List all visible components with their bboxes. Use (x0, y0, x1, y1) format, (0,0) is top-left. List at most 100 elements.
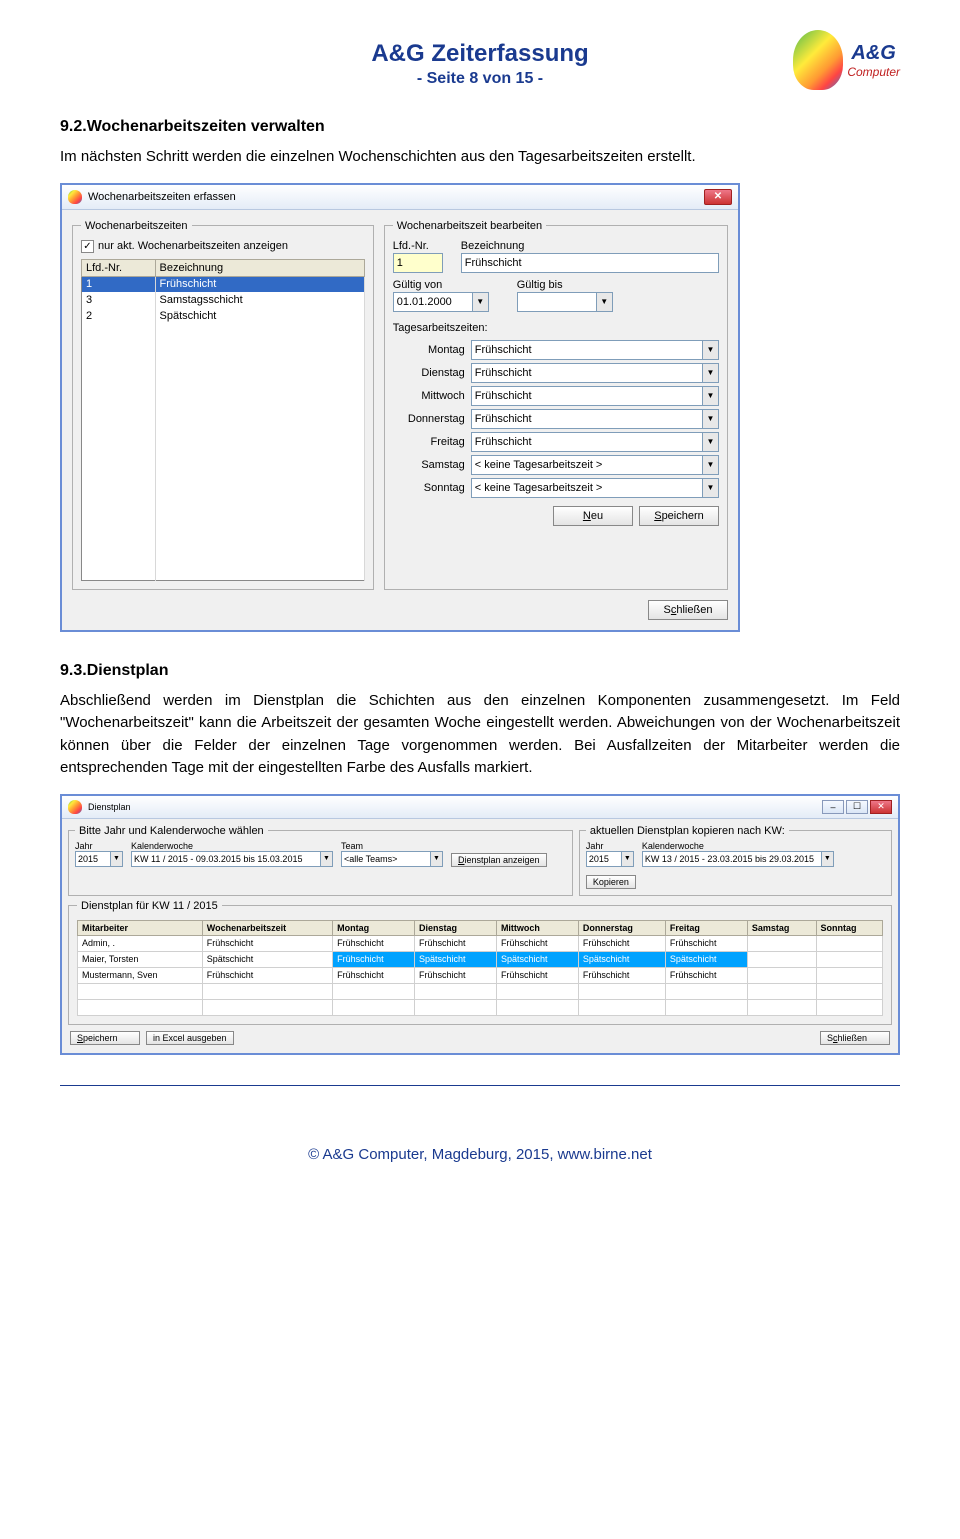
day-label: Sonntag (393, 482, 465, 494)
day-shift-input[interactable] (471, 432, 703, 452)
page-header: A&G Zeiterfassung - Seite 8 von 15 - A&G… (60, 40, 900, 88)
group-roster: Dienstplan für KW 11 / 2015 MitarbeiterW… (68, 900, 892, 1025)
logo-text: A&G (847, 42, 900, 65)
save-button[interactable]: Speichern (639, 506, 719, 526)
dialog2-title-text: Dienstplan (88, 802, 131, 812)
section-93-heading: 9.3.Dienstplan (60, 662, 900, 680)
shift-list-table[interactable]: Lfd.-Nr. Bezeichnung 1Frühschicht3Samsta… (81, 259, 365, 581)
dropdown-icon[interactable]: ▼ (703, 386, 719, 406)
dialog-wochenarbeitszeiten: Wochenarbeitszeiten erfassen ✕ Wochenarb… (60, 183, 740, 632)
roster-col-header: Montag (333, 920, 415, 935)
kw-input[interactable] (131, 851, 321, 867)
copy-button[interactable]: Kopieren (586, 875, 636, 889)
day-label: Dienstag (393, 367, 465, 379)
group-copy-plan: aktuellen Dienstplan kopieren nach KW: J… (579, 825, 892, 896)
table-row[interactable]: Admin, .FrühschichtFrühschichtFrühschich… (78, 935, 883, 951)
dropdown-icon[interactable]: ▼ (703, 409, 719, 429)
dropdown-icon[interactable]: ▼ (431, 851, 443, 867)
group-copy-legend: aktuellen Dienstplan kopieren nach KW: (586, 825, 789, 837)
close-icon[interactable]: ✕ (704, 189, 732, 205)
day-label: Donnerstag (393, 413, 465, 425)
maximize-icon[interactable]: ☐ (846, 800, 868, 814)
day-shift-input[interactable] (471, 340, 703, 360)
close-icon[interactable]: ✕ (870, 800, 892, 814)
section-92-text: Im nächsten Schritt werden die einzelnen… (60, 146, 900, 169)
copy-jahr-label: Jahr (586, 841, 634, 851)
team-input[interactable] (341, 851, 431, 867)
day-shift-input[interactable] (471, 455, 703, 475)
roster-table[interactable]: MitarbeiterWochenarbeitszeitMontagDienst… (77, 920, 883, 1016)
kw-label: Kalenderwoche (131, 841, 333, 851)
new-button[interactable]: Neu (553, 506, 633, 526)
team-label: Team (341, 841, 443, 851)
page-subtitle: - Seite 8 von 15 - (60, 70, 900, 88)
day-label: Samstag (393, 459, 465, 471)
table-row[interactable]: 1Frühschicht (82, 276, 365, 292)
roster-col-header: Dienstag (415, 920, 497, 935)
day-shift-input[interactable] (471, 363, 703, 383)
col-lfdnr: Lfd.-Nr. (82, 259, 156, 276)
section-93-text: Abschließend werden im Dienstplan die Sc… (60, 690, 900, 780)
page-footer: © A&G Computer, Magdeburg, 2015, www.bir… (60, 1146, 900, 1163)
col-bezeichnung: Bezeichnung (155, 259, 364, 276)
logo-subtext: Computer (847, 65, 900, 79)
save-roster-button[interactable]: Speichern (70, 1031, 140, 1045)
roster-legend: Dienstplan für KW 11 / 2015 (77, 900, 222, 912)
checkbox-only-active-label: nur akt. Wochenarbeitszeiten anzeigen (98, 240, 288, 252)
logo-icon (793, 30, 843, 90)
copy-kw-label: Kalenderwoche (642, 841, 834, 851)
table-row[interactable]: 3Samstagsschicht (82, 292, 365, 308)
day-label: Freitag (393, 436, 465, 448)
show-plan-button[interactable]: Dienstplan anzeigen (451, 853, 547, 867)
table-row[interactable]: Mustermann, SvenFrühschichtFrühschichtFr… (78, 967, 883, 983)
dropdown-icon[interactable]: ▼ (703, 478, 719, 498)
table-row[interactable]: Maier, TorstenSpätschichtFrühschichtSpät… (78, 951, 883, 967)
jahr-label: Jahr (75, 841, 123, 851)
gueltig-bis-label: Gültig bis (517, 279, 613, 291)
table-row[interactable]: 2Spätschicht (82, 308, 365, 324)
roster-col-header: Donnerstag (578, 920, 665, 935)
group-left-legend: Wochenarbeitszeiten (81, 220, 192, 232)
minimize-icon[interactable]: – (822, 800, 844, 814)
group-wochenarbeitszeiten: Wochenarbeitszeiten ✓ nur akt. Wochenarb… (72, 220, 374, 590)
dialog-title-text: Wochenarbeitszeiten erfassen (88, 191, 236, 203)
dropdown-icon[interactable]: ▼ (703, 363, 719, 383)
days-heading: Tagesarbeitszeiten: (393, 322, 719, 334)
close-button[interactable]: Schließen (648, 600, 728, 620)
copy-jahr-input[interactable] (586, 851, 622, 867)
logo: A&G Computer (793, 30, 900, 90)
day-shift-input[interactable] (471, 409, 703, 429)
dropdown-icon[interactable]: ▼ (111, 851, 123, 867)
dropdown-icon[interactable]: ▼ (597, 292, 613, 312)
dropdown-icon[interactable]: ▼ (622, 851, 634, 867)
roster-col-header: Mittwoch (496, 920, 578, 935)
dropdown-icon[interactable]: ▼ (703, 432, 719, 452)
app-icon (68, 800, 82, 814)
dropdown-icon[interactable]: ▼ (703, 340, 719, 360)
dropdown-icon[interactable]: ▼ (321, 851, 333, 867)
dropdown-icon[interactable]: ▼ (822, 851, 834, 867)
app-icon (68, 190, 82, 204)
copy-kw-input[interactable] (642, 851, 822, 867)
group-right-legend: Wochenarbeitszeit bearbeiten (393, 220, 546, 232)
roster-col-header: Freitag (665, 920, 747, 935)
day-label: Mittwoch (393, 390, 465, 402)
lfdnr-input[interactable] (393, 253, 443, 273)
excel-export-button[interactable]: in Excel ausgeben (146, 1031, 234, 1045)
lfdnr-label: Lfd.-Nr. (393, 240, 453, 252)
dropdown-icon[interactable]: ▼ (473, 292, 489, 312)
close-roster-button[interactable]: Schließen (820, 1031, 890, 1045)
day-shift-input[interactable] (471, 478, 703, 498)
group-select-week: Bitte Jahr und Kalenderwoche wählen Jahr… (68, 825, 573, 896)
gueltig-von-input[interactable] (393, 292, 473, 312)
group-select-legend: Bitte Jahr und Kalenderwoche wählen (75, 825, 268, 837)
gueltig-bis-input[interactable] (517, 292, 597, 312)
bezeichnung-input[interactable] (461, 253, 719, 273)
dropdown-icon[interactable]: ▼ (703, 455, 719, 475)
footer-divider (60, 1085, 900, 1086)
jahr-input[interactable] (75, 851, 111, 867)
checkbox-only-active[interactable]: ✓ (81, 240, 94, 253)
roster-col-header: Wochenarbeitszeit (202, 920, 332, 935)
day-shift-input[interactable] (471, 386, 703, 406)
group-edit: Wochenarbeitszeit bearbeiten Lfd.-Nr. Be… (384, 220, 728, 590)
